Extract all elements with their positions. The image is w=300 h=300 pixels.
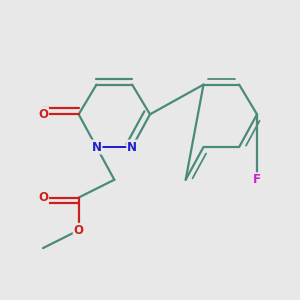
Text: O: O bbox=[38, 191, 48, 204]
Text: O: O bbox=[38, 108, 48, 121]
Text: O: O bbox=[74, 224, 84, 237]
Text: N: N bbox=[127, 140, 137, 154]
Text: N: N bbox=[92, 140, 101, 154]
Text: F: F bbox=[253, 173, 261, 186]
